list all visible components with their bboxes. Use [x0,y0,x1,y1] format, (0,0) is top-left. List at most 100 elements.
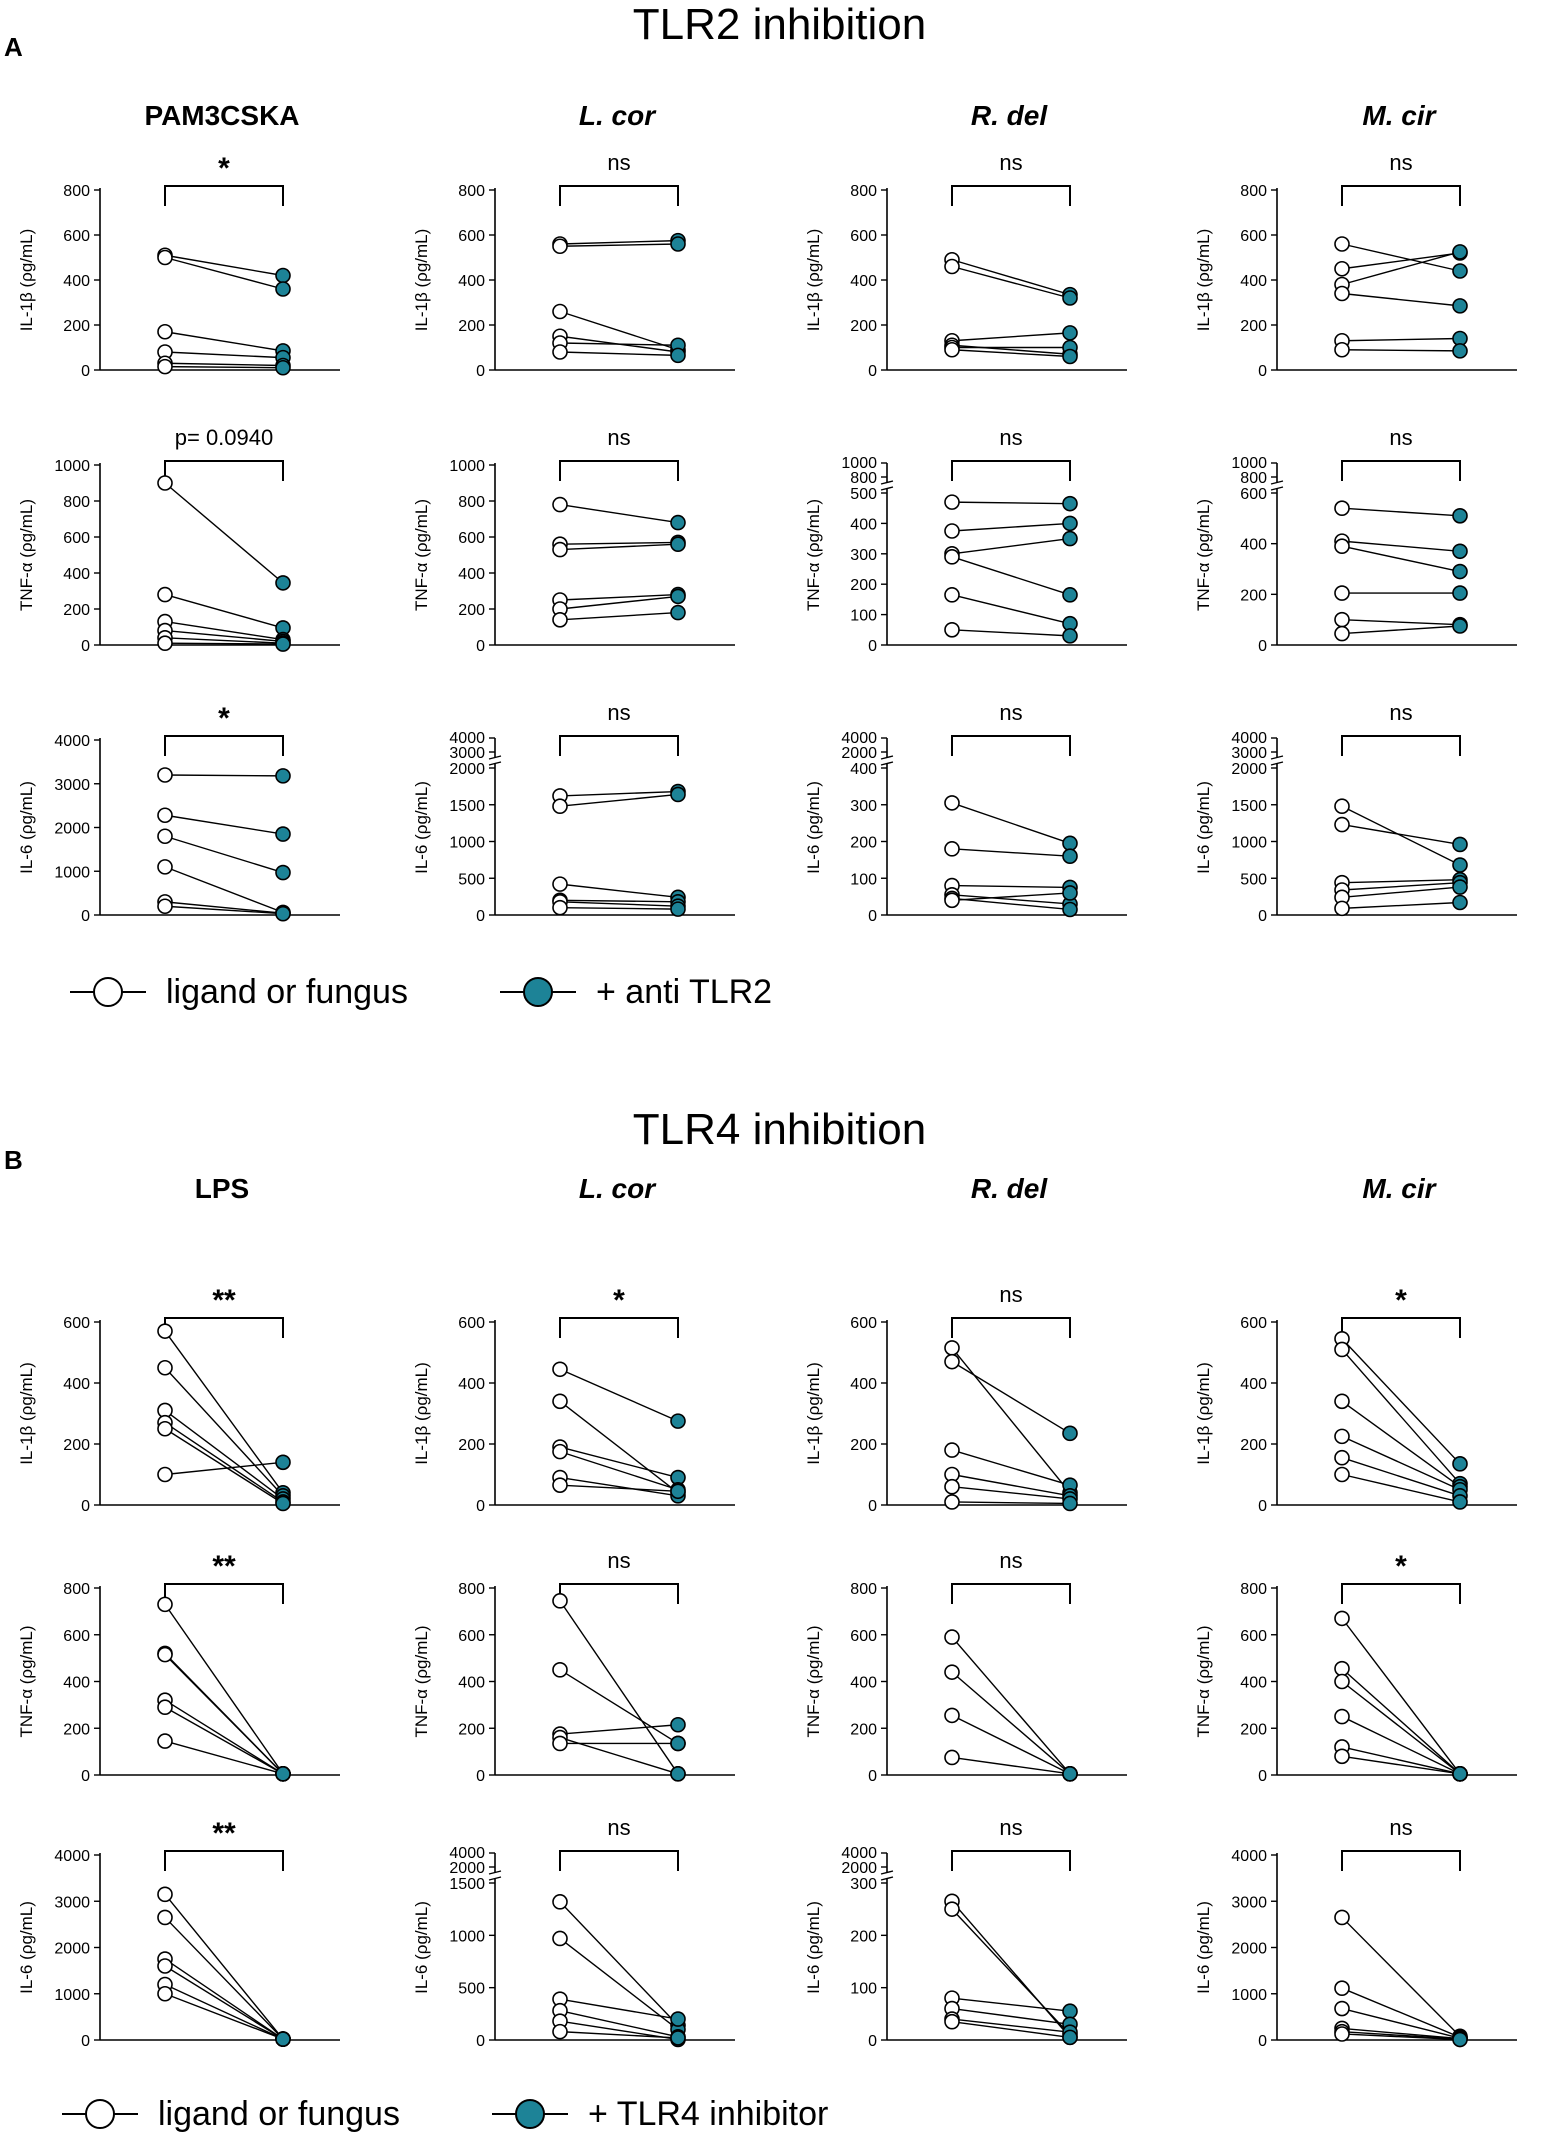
data-point-filled [275,281,291,297]
y-tick-label: 0 [868,908,877,925]
y-axis-label: TNF-α (ρg/mL) [17,1625,36,1737]
pair-line [559,611,679,621]
pair-line [1341,1348,1461,1485]
pair-line [951,802,1071,844]
pair-line [164,1958,284,2040]
data-point-open [1334,2000,1350,2017]
y-tick-label: 0 [81,1768,90,1785]
axis-break-mark [488,1876,502,1881]
y-tick-label: 0 [476,908,485,925]
significance-label: * [613,1284,625,1317]
data-point-open [157,475,173,491]
y-tick-label: 200 [63,1721,90,1738]
pair-line [164,901,284,914]
legend-open-circle-icon [70,977,146,1007]
y-tick-label: 200 [458,1721,485,1738]
data-point-filled [1062,1425,1078,1442]
pair-line [164,256,284,290]
y-axis-label: TNF-α (ρg/mL) [804,499,823,611]
y-tick-label: 3000 [449,745,485,762]
y-tick-label: 4000 [449,730,485,747]
y-tick-label: 0 [1258,1498,1267,1515]
data-point-open [552,1393,568,1410]
data-point-filled [1452,585,1468,601]
column-title: M. cir [1362,100,1437,131]
y-tick-label: 300 [850,798,877,815]
pair-line [1341,881,1461,891]
data-point-open [157,828,173,845]
data-point-filled [1452,543,1468,560]
y-tick-label: 800 [63,183,90,200]
y-tick-label: 1000 [1231,1987,1267,2004]
data-point-filled [1062,2029,1078,2046]
y-tick-label: 400 [1240,273,1267,290]
data-point-open [1334,798,1350,815]
pair-line [951,594,1071,625]
pair-line [1341,1435,1461,1491]
pair-line [164,1422,284,1503]
y-tick-label: 1000 [841,455,877,472]
data-point-open [944,621,960,638]
pair-line [164,1916,284,2040]
y-tick-label: 0 [476,363,485,380]
chart-1-1-0: 0 200 400 600 IL-1β (ρg/mL) * [412,1284,735,1515]
data-point-filled [275,575,291,591]
pair-line [164,1461,284,1476]
pair-line [1341,625,1461,635]
data-point-open [552,611,568,628]
y-tick-label: 600 [458,228,485,245]
pair-line [1341,1916,1461,2037]
y-tick-label: 400 [458,566,485,583]
pair-line [164,1706,284,1775]
pair-line [164,331,284,352]
pair-line [559,1368,679,1422]
legend-b-open-label: ligand or fungus [158,2094,400,2133]
y-tick-label: 4000 [1231,1848,1267,1865]
data-point-open [1334,1980,1350,1996]
y-tick-label: 4000 [841,1845,877,1862]
significance-bracket [1341,1317,1461,1338]
data-point-open [944,795,960,811]
y-tick-label: 400 [63,273,90,290]
y-tick-label: 600 [1240,486,1267,503]
pair-line [1341,252,1461,270]
pair-line [1341,1987,1461,2038]
y-tick-label: 1500 [449,798,485,815]
pair-line [559,790,679,797]
significance-bracket [164,1317,284,1338]
data-point-filled [1452,244,1468,260]
pair-line [559,1476,679,1497]
pair-line [559,906,679,910]
y-tick-label: 400 [63,1376,90,1393]
data-point-filled [670,901,686,917]
pair-line [1341,1680,1461,1775]
data-point-filled [670,347,686,364]
y-tick-label: 600 [63,1628,90,1645]
axis-break-mark [880,480,894,485]
y-tick-label: 500 [458,1981,485,1998]
data-point-open [944,1442,960,1458]
pair-line [164,814,284,835]
pair-line [951,1501,1071,1505]
y-tick-label: 400 [1240,1376,1267,1393]
y-tick-label: 0 [476,1768,485,1785]
data-point-open [944,258,960,275]
panel-letter-a: A [4,32,23,62]
data-point-open [1334,1748,1350,1765]
data-point-open [1334,1610,1350,1627]
significance-bracket [1341,1850,1461,1871]
chart-1-1-1: 0 200 400 600 800 TNF-α (ρg/mL) ns [412,1548,735,1785]
y-tick-label: 400 [458,1675,485,1692]
y-tick-label: 200 [458,318,485,335]
y-axis-label: IL-6 (ρg/mL) [17,781,36,874]
pair-line [951,1361,1071,1434]
axis-break-mark [1270,755,1284,760]
data-point-filled [1452,857,1468,873]
data-point-filled [1062,1766,1078,1782]
pair-line [951,1636,1071,1775]
data-point-filled [1452,1494,1468,1510]
data-point-filled [275,864,291,881]
y-tick-label: 600 [850,1628,877,1645]
data-point-filled [1452,836,1468,853]
chart-1-2-0: 0 200 400 600 IL-1β (ρg/mL) ns [804,1282,1127,1515]
